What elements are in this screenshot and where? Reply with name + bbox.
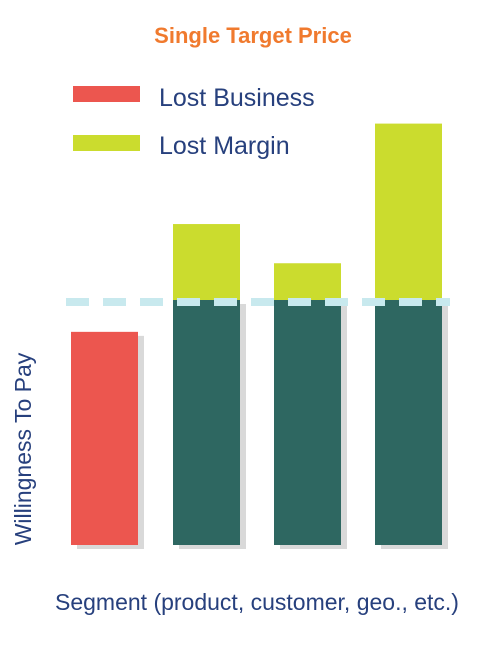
bar-base: [274, 300, 341, 545]
bar-base: [375, 300, 442, 545]
x-axis-label: Segment (product, customer, geo., etc.): [55, 589, 459, 615]
y-axis-label: Willingness To Pay: [10, 352, 36, 545]
chart-title: Single Target Price: [154, 23, 352, 48]
bar-lost-margin: [274, 263, 341, 300]
legend-swatch-lost-margin: [73, 135, 140, 151]
legend: Lost Business Lost Margin: [73, 84, 315, 160]
legend-label-lost-margin: Lost Margin: [159, 132, 290, 160]
legend-label-lost-business: Lost Business: [159, 84, 315, 112]
bar-lost-margin: [173, 224, 240, 300]
bar-lost-margin: [375, 123, 442, 300]
bar-base: [173, 300, 240, 545]
legend-swatch-lost-business: [73, 86, 140, 102]
bar-lost-business: [71, 331, 138, 545]
bars: [71, 123, 448, 549]
